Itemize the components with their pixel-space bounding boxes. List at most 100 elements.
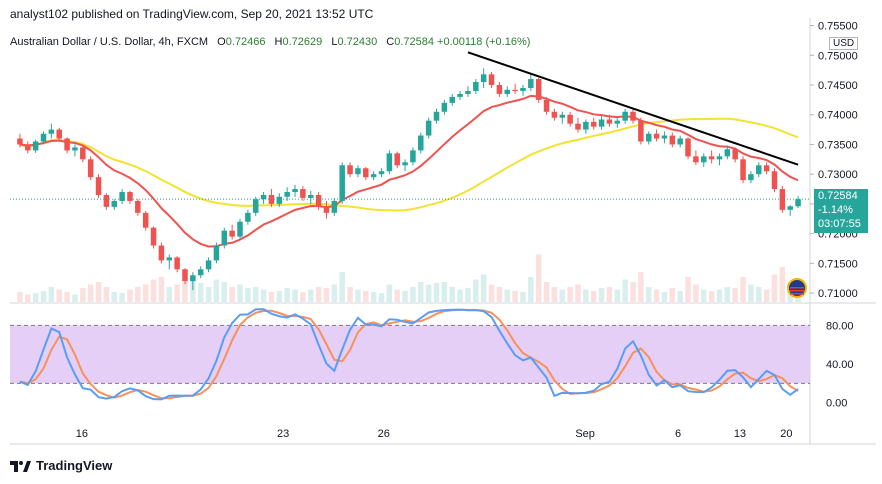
low-value: 0.72430 <box>337 36 378 48</box>
candle-body <box>276 196 283 204</box>
candle-body <box>331 200 338 213</box>
candle-body <box>488 74 495 86</box>
price-tick-label: 0.74000 <box>818 110 858 122</box>
time-tick-label: 23 <box>277 428 289 440</box>
volume-bar <box>724 287 731 302</box>
volume-bar <box>669 288 676 302</box>
volume-bar <box>473 279 479 302</box>
volume-bar <box>284 288 290 302</box>
open-label: O <box>217 36 226 48</box>
volume-bar <box>606 287 613 302</box>
volume-bar <box>653 289 660 302</box>
candle-body <box>583 121 589 130</box>
candle-body <box>245 212 251 222</box>
candle-body <box>740 159 746 181</box>
volume-bar <box>418 282 424 302</box>
candle-body <box>111 200 118 207</box>
flag-icon <box>787 278 807 298</box>
low-label: L <box>331 36 338 48</box>
volume-bar <box>56 289 62 302</box>
candle-body <box>504 89 511 94</box>
volume-bar <box>504 289 511 302</box>
volume-bar <box>480 274 487 302</box>
volume-bar <box>166 287 173 302</box>
change-value: +0.00118 (+0.16%) <box>437 36 531 48</box>
volume-bar <box>370 292 377 302</box>
candle-body <box>528 79 534 88</box>
volume-bar <box>677 291 683 302</box>
volume-bar <box>268 292 275 302</box>
volume-bar <box>323 288 330 302</box>
volume-bar <box>80 288 86 302</box>
brand-name: TradingView <box>36 458 113 473</box>
time-tick-label: 6 <box>675 428 681 440</box>
time-tick-label: 13 <box>734 428 746 440</box>
price-tick-label: 0.75000 <box>818 50 858 62</box>
volume-bar <box>331 284 338 302</box>
volume-bar <box>300 292 306 302</box>
volume-bar <box>339 272 345 302</box>
candle-body <box>425 120 432 136</box>
candle-body <box>64 138 70 151</box>
candle-body <box>693 156 699 163</box>
volume-bar <box>410 287 416 302</box>
candle-body <box>708 156 715 160</box>
candle-body <box>205 260 212 270</box>
volume-bar <box>363 291 369 302</box>
volume-bar <box>25 294 31 302</box>
stochastic-tick-label: 0.00 <box>826 398 847 410</box>
candle-body <box>347 165 353 175</box>
time-tick-label: 16 <box>76 428 88 440</box>
volume-bar <box>598 288 605 302</box>
last-price-change: -1.14% <box>818 204 853 216</box>
candle-body <box>260 194 267 200</box>
volume-bar <box>245 288 251 302</box>
candle-body <box>40 133 47 142</box>
candle-body <box>17 138 23 145</box>
currency-badge[interactable]: USD <box>829 37 859 50</box>
candle-body <box>292 189 298 193</box>
volume-bar <box>520 292 526 302</box>
symbol-legend: Australian Dollar / U.S. Dollar, 4h, FXC… <box>10 36 530 48</box>
candle-body <box>410 150 416 163</box>
candle-body <box>284 192 290 197</box>
price-tick-label: 0.73500 <box>818 139 858 151</box>
volume-bar <box>433 283 440 302</box>
candle-body <box>441 102 448 112</box>
volume-bar <box>307 289 314 302</box>
candle-body <box>197 269 204 276</box>
candle-body <box>598 119 605 127</box>
candle-body <box>402 162 408 166</box>
candle-body <box>763 165 770 172</box>
candle-body <box>87 159 94 178</box>
volume-bar <box>103 287 110 302</box>
candle-body <box>229 230 235 237</box>
candle-body <box>95 177 102 195</box>
volume-bar <box>543 282 550 302</box>
volume-bar <box>260 289 267 302</box>
candle-body <box>323 206 330 213</box>
volume-bar <box>150 279 157 302</box>
volume-bar <box>614 289 621 302</box>
volume-bar <box>496 287 503 302</box>
volume-bar <box>72 294 78 302</box>
volume-bar <box>347 287 353 302</box>
candle-body <box>575 123 581 130</box>
candle-body <box>119 192 125 201</box>
candle-body <box>700 156 707 163</box>
candle-body <box>158 245 165 261</box>
candle-body <box>669 135 676 145</box>
price-tick-label: 0.71000 <box>818 288 858 300</box>
candle-body <box>661 135 668 139</box>
candle-body <box>174 257 180 270</box>
price-tick-label: 0.74500 <box>818 80 858 92</box>
volume-bar <box>567 287 573 302</box>
tradingview-logo[interactable]: TradingView <box>10 458 112 473</box>
candle-body <box>339 165 345 201</box>
volume-bar <box>48 287 55 302</box>
volume-bar <box>190 279 196 302</box>
candle-body <box>771 171 778 190</box>
symbol-name: Australian Dollar / U.S. Dollar, 4h, FXC… <box>10 36 209 48</box>
volume-bar <box>425 284 432 302</box>
